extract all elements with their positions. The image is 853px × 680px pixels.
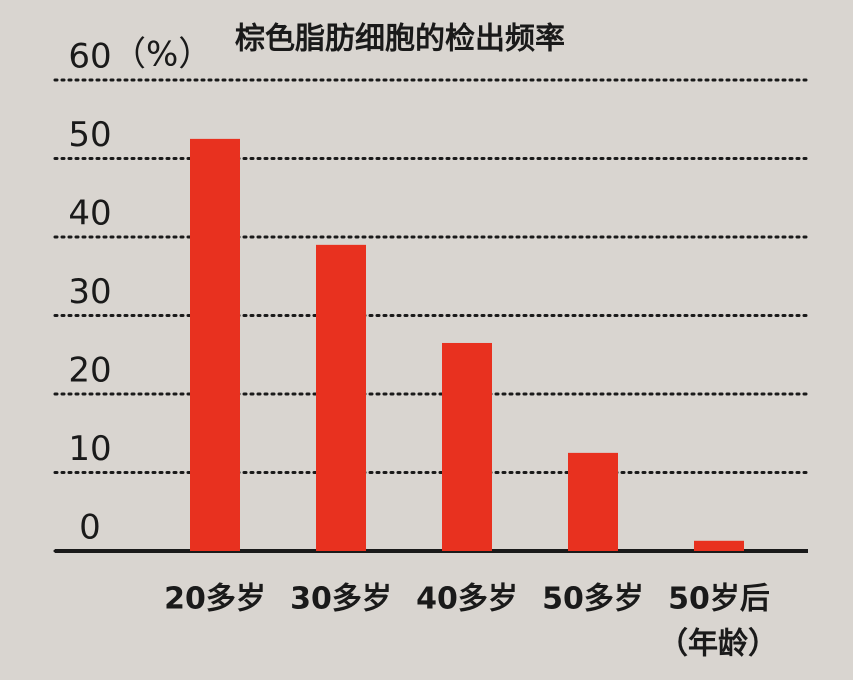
- bar: [442, 342, 492, 551]
- bar: [568, 452, 618, 551]
- y-unit: （%）: [112, 35, 212, 75]
- x-tick-label: 50岁后: [668, 582, 770, 617]
- bar: [190, 138, 240, 551]
- y-tick-label: 40: [68, 194, 111, 234]
- bar: [694, 540, 744, 551]
- y-tick-label: 30: [68, 272, 111, 312]
- x-tick-label: 30多岁: [290, 582, 392, 617]
- y-tick-label: 20: [68, 351, 111, 391]
- x-tick-label: 20多岁: [164, 582, 266, 617]
- x-axis-label: （年龄）: [658, 627, 778, 662]
- chart-title: 棕色脂肪细胞的检出频率: [235, 22, 565, 57]
- y-tick-label: 60: [68, 37, 111, 77]
- y-tick-label: 50: [68, 115, 111, 155]
- y-tick-label: 10: [68, 429, 111, 469]
- x-tick-label: 40多岁: [416, 582, 518, 617]
- x-tick-label: 50多岁: [542, 582, 644, 617]
- bar: [316, 244, 366, 551]
- y-tick-label: 0: [79, 508, 101, 548]
